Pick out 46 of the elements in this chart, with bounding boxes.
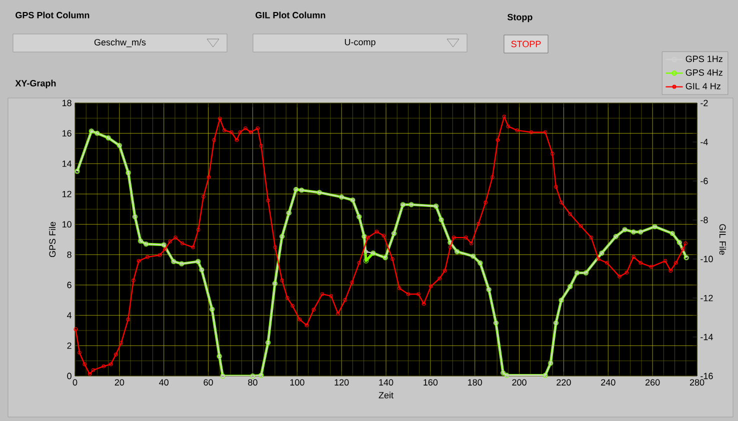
- x-tick-label: 140: [379, 379, 394, 386]
- x-tick-label: 120: [334, 379, 349, 386]
- y-axis-title: GPS File: [48, 222, 56, 258]
- y-tick-label: 8: [67, 251, 72, 258]
- text: Geschw_m/s: [94, 38, 146, 48]
- y2-axis-title: GIL File: [719, 224, 726, 255]
- y2-tick-label: -12: [700, 294, 713, 302]
- text: Stopp: [507, 14, 532, 22]
- y2-tick-label: -4: [700, 138, 708, 146]
- x-tick-label: 280: [690, 379, 704, 386]
- text: GPS Plot Column: [16, 12, 90, 18]
- text: GIL Plot Column: [256, 12, 326, 18]
- y2-tick-label: -16: [700, 372, 713, 380]
- x-tick-label: 240: [601, 379, 616, 386]
- x-tick-label: 40: [159, 379, 169, 386]
- x-axis-title: Zeit: [378, 392, 394, 398]
- y2-tick-label: -10: [700, 256, 713, 262]
- x-tick-label: 60: [204, 379, 213, 386]
- chart-title: XY-Graph: [15, 80, 56, 88]
- x-tick-label: 180: [468, 379, 482, 386]
- y2-tick-label: -14: [700, 334, 713, 340]
- y-tick-label: 10: [62, 221, 72, 228]
- x-tick-label: 260: [646, 379, 660, 386]
- y2-tick-label: -8: [700, 216, 708, 224]
- legend-label: GPS 4Hz: [686, 69, 722, 76]
- y-tick-label: 12: [62, 190, 72, 198]
- x-tick-label: 20: [114, 379, 124, 386]
- y-tick-label: 2: [67, 342, 72, 349]
- y-tick-label: 0: [67, 372, 72, 380]
- x-tick-label: 160: [424, 379, 438, 386]
- y-tick-label: 4: [67, 312, 72, 318]
- legend-label: GIL 4 Hz: [686, 82, 720, 90]
- y-tick-label: 14: [62, 160, 72, 167]
- y-tick-label: 18: [62, 100, 72, 106]
- y2-tick-label: -2: [700, 100, 708, 106]
- y-tick-label: 16: [62, 130, 72, 137]
- y2-tick-label: -6: [700, 178, 708, 184]
- y-tick-label: 6: [67, 282, 72, 288]
- x-tick-label: 100: [290, 379, 304, 386]
- x-tick-label: 0: [72, 379, 78, 386]
- text: U-comp: [344, 38, 376, 48]
- text: STOPP: [511, 40, 541, 48]
- x-tick-label: 80: [248, 379, 258, 386]
- legend-label: GPS 1Hz: [686, 56, 722, 62]
- x-tick-label: 200: [512, 379, 526, 386]
- x-tick-label: 220: [556, 379, 571, 386]
